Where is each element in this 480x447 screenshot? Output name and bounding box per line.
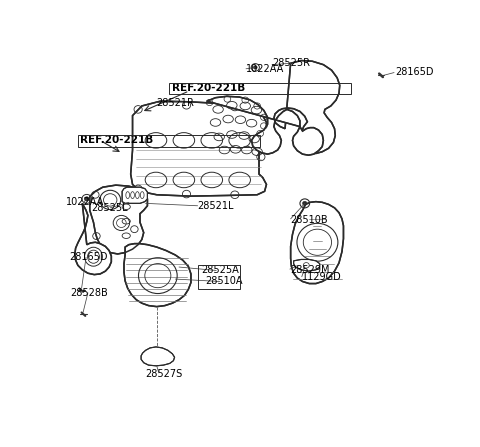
Circle shape bbox=[302, 201, 307, 206]
Polygon shape bbox=[75, 203, 111, 274]
Text: 28165D: 28165D bbox=[395, 67, 433, 76]
Text: 28510A: 28510A bbox=[205, 277, 242, 287]
Text: 28521R: 28521R bbox=[156, 97, 194, 108]
Text: 28525L: 28525L bbox=[92, 203, 128, 213]
Text: REF.20-221B: REF.20-221B bbox=[81, 135, 154, 145]
Polygon shape bbox=[141, 347, 175, 366]
Polygon shape bbox=[131, 101, 266, 196]
Polygon shape bbox=[294, 259, 320, 271]
Polygon shape bbox=[124, 244, 191, 307]
Polygon shape bbox=[290, 202, 344, 283]
Text: REF.20-221B: REF.20-221B bbox=[172, 83, 245, 93]
Polygon shape bbox=[122, 187, 147, 203]
Text: 28525A: 28525A bbox=[202, 266, 239, 275]
Polygon shape bbox=[207, 96, 324, 155]
Text: 28528B: 28528B bbox=[71, 288, 108, 298]
Text: 28521L: 28521L bbox=[198, 201, 234, 211]
Polygon shape bbox=[274, 60, 340, 153]
Circle shape bbox=[253, 66, 257, 69]
Text: 1022AA: 1022AA bbox=[246, 64, 284, 74]
Circle shape bbox=[84, 197, 89, 201]
Text: 1129GD: 1129GD bbox=[302, 272, 342, 283]
Text: 28525R: 28525R bbox=[272, 58, 310, 68]
Polygon shape bbox=[90, 185, 147, 254]
Text: 1022AA: 1022AA bbox=[66, 197, 104, 207]
Text: 28510B: 28510B bbox=[290, 215, 328, 224]
Text: 28529M: 28529M bbox=[290, 265, 329, 275]
Text: 28165D: 28165D bbox=[69, 253, 108, 262]
Text: 28527S: 28527S bbox=[145, 369, 182, 380]
